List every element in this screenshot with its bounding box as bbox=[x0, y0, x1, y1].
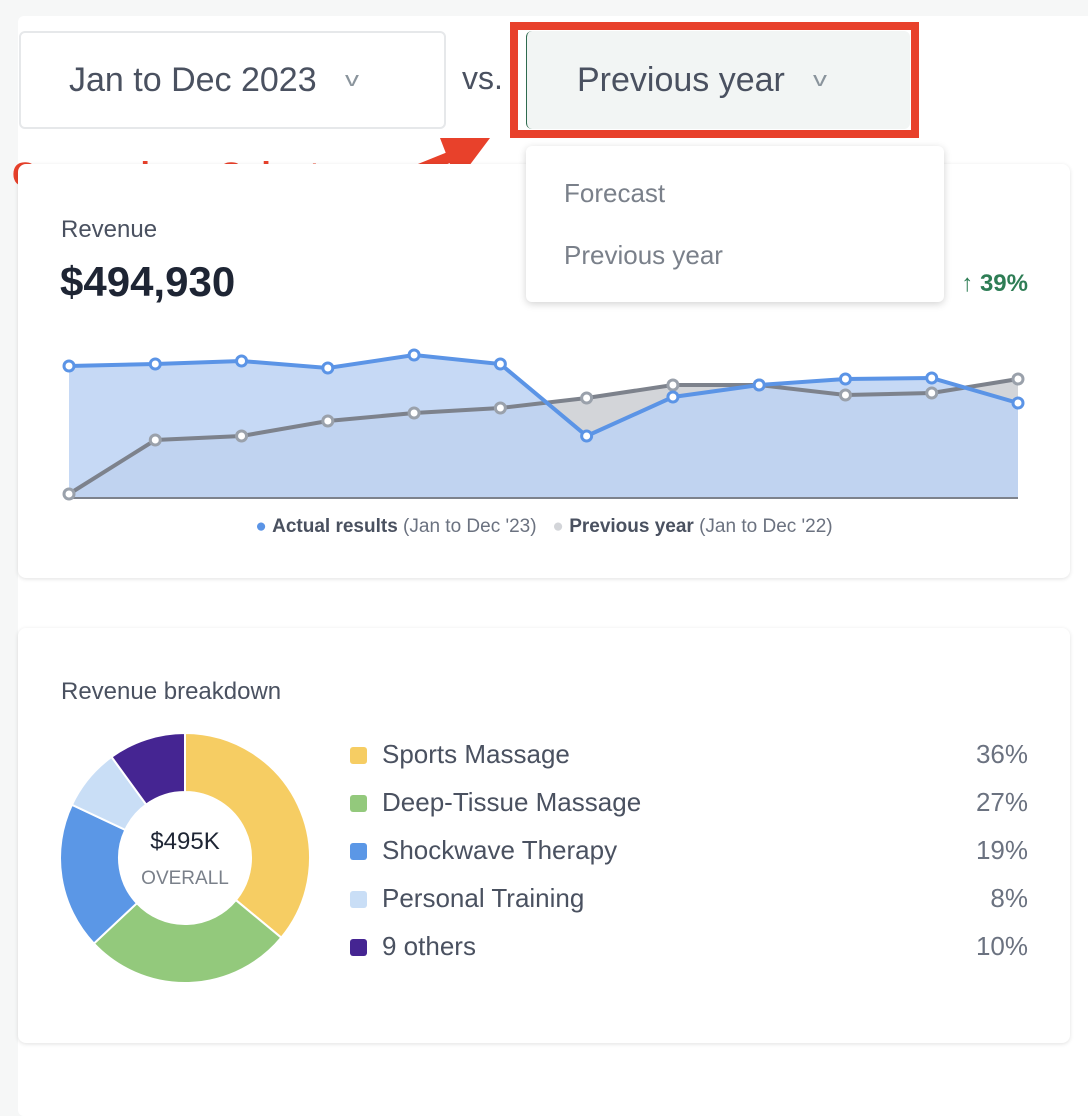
chevron-down-icon: v bbox=[344, 68, 359, 91]
actual-point bbox=[148, 357, 162, 371]
previous-year-point bbox=[1011, 372, 1025, 386]
previous-year-point bbox=[493, 401, 507, 415]
actual-point bbox=[752, 378, 766, 392]
legend-swatch bbox=[350, 747, 367, 764]
revenue-total: $494,930 bbox=[60, 258, 236, 305]
revenue-change: 39% bbox=[979, 270, 1028, 297]
actual-point bbox=[666, 390, 680, 404]
comparison-selector[interactable]: Previous year v bbox=[526, 31, 910, 129]
revenue-chart bbox=[62, 348, 1025, 501]
legend-previous-name: Previous year bbox=[569, 516, 694, 537]
chart-legend: ● Actual results (Jan to Dec '23) ● Prev… bbox=[18, 516, 1070, 538]
breakdown-title: Revenue breakdown bbox=[61, 678, 282, 705]
donut-center-value: $495K bbox=[150, 828, 220, 855]
legend-dot-previous: ● bbox=[552, 516, 564, 537]
donut-slice bbox=[110, 733, 186, 807]
breakdown-item-pct: 19% bbox=[975, 835, 1028, 865]
breakdown-item-pct: 36% bbox=[975, 739, 1028, 769]
menu-item-forecast[interactable]: Forecast bbox=[564, 178, 666, 208]
legend-swatch bbox=[350, 891, 367, 908]
legend-swatch bbox=[350, 939, 367, 956]
donut-slice bbox=[184, 733, 310, 940]
previous-year-point bbox=[925, 386, 939, 400]
actual-area bbox=[69, 355, 1018, 498]
breakdown-item-label: Deep-Tissue Massage bbox=[382, 787, 642, 817]
actual-point bbox=[321, 361, 335, 375]
breakdown-item-label: Shockwave Therapy bbox=[382, 835, 618, 865]
previous-year-point bbox=[580, 391, 594, 405]
breakdown-item-pct: 8% bbox=[990, 883, 1028, 913]
previous-year-point bbox=[62, 487, 76, 501]
actual-point bbox=[62, 359, 76, 373]
legend-previous-period: (Jan to Dec '22) bbox=[699, 516, 833, 537]
vs-label: vs. bbox=[462, 60, 503, 96]
chevron-down-icon: v bbox=[812, 68, 827, 91]
breakdown-item-pct: 10% bbox=[975, 931, 1028, 961]
previous-year-point bbox=[407, 406, 421, 420]
period-selector[interactable]: Jan to Dec 2023 v bbox=[19, 31, 446, 129]
previous-year-line bbox=[67, 377, 1019, 496]
previous-year-point bbox=[235, 429, 249, 443]
breakdown-donut-chart bbox=[60, 733, 310, 983]
period-selector-value: Jan to Dec 2023 bbox=[69, 60, 317, 99]
legend-swatch bbox=[350, 795, 367, 812]
actual-point bbox=[838, 372, 852, 386]
actual-point bbox=[580, 429, 594, 443]
donut-center-label: OVERALL bbox=[141, 868, 229, 889]
actual-point bbox=[925, 371, 939, 385]
previous-year-point bbox=[321, 414, 335, 428]
legend-actual-name: Actual results bbox=[272, 516, 398, 537]
comparison-dropdown-menu: Forecast Previous year bbox=[526, 146, 944, 302]
previous-year-point bbox=[838, 388, 852, 402]
arrow-up-icon: ↑ bbox=[961, 270, 980, 297]
previous-year-point bbox=[148, 433, 162, 447]
donut-slice bbox=[92, 898, 283, 983]
actual-point bbox=[235, 354, 249, 368]
actual-line bbox=[68, 352, 1019, 439]
donut-slice bbox=[60, 803, 139, 945]
actual-point bbox=[407, 348, 421, 362]
legend-actual-period: (Jan to Dec '23) bbox=[403, 516, 537, 537]
menu-item-previous-year[interactable]: Previous year bbox=[564, 240, 723, 270]
breakdown-item-label: 9 others bbox=[382, 931, 476, 961]
actual-point bbox=[493, 357, 507, 371]
breakdown-item-label: Personal Training bbox=[382, 883, 585, 913]
legend-dot-actual: ● bbox=[255, 516, 267, 537]
breakdown-item-label: Sports Massage bbox=[382, 739, 570, 769]
comparison-selector-value: Previous year bbox=[577, 60, 785, 99]
highlight-box bbox=[510, 22, 919, 138]
breakdown-item-pct: 27% bbox=[975, 787, 1028, 817]
previous-year-point bbox=[666, 378, 680, 392]
revenue-title: Revenue bbox=[61, 216, 158, 243]
actual-point bbox=[1011, 396, 1025, 410]
legend-swatch bbox=[350, 843, 367, 860]
revenue-breakdown-card: Revenue breakdown $495K OVERALL Sports M… bbox=[18, 628, 1070, 1043]
